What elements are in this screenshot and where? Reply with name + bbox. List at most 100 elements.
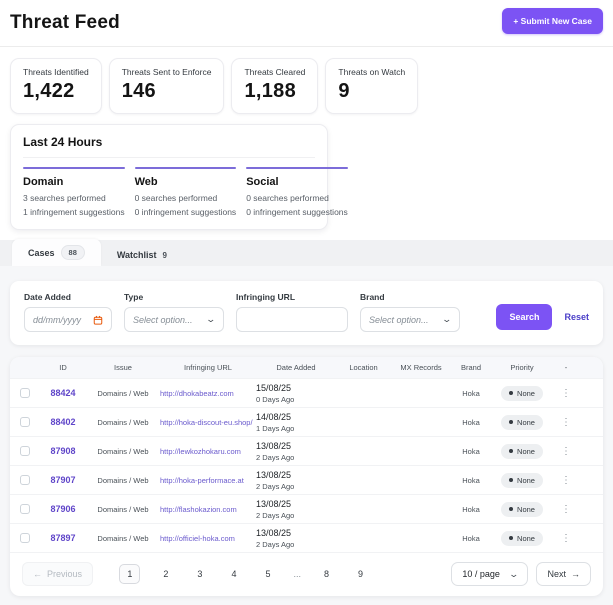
- col-header-menu: -: [564, 363, 568, 372]
- previous-label: Previous: [47, 569, 83, 579]
- row-checkbox[interactable]: [20, 417, 30, 427]
- last24-column-social: Social 0 searches performed 0 infringeme…: [246, 167, 348, 217]
- date-added-label: Date Added: [24, 292, 71, 302]
- case-id-link[interactable]: 87897: [50, 533, 76, 543]
- page-size-value: 10 / page: [462, 569, 500, 579]
- infringing-url-input[interactable]: [245, 314, 339, 325]
- col-header-location: Location: [349, 363, 378, 372]
- tab-cases-count-badge: 88: [60, 245, 85, 260]
- col-header-issue: Issue: [114, 363, 132, 372]
- page-size-select[interactable]: 10 / page ⌄: [451, 562, 529, 586]
- brand-cell: Hoka: [462, 388, 480, 398]
- row-menu-icon[interactable]: ⋮: [561, 503, 571, 515]
- date-value: 13/08/25: [256, 469, 292, 480]
- infringing-url-link[interactable]: http://lewkozhokaru.com: [160, 446, 241, 456]
- tab-strip: Cases 88 Watchlist 9: [0, 239, 613, 266]
- row-checkbox[interactable]: [20, 388, 30, 398]
- stat-label: Threats Sent to Enforce: [121, 67, 212, 77]
- column-accent-bar: [23, 167, 125, 169]
- searches-performed: 0 searches performed: [134, 193, 218, 203]
- case-id-link[interactable]: 87906: [50, 504, 76, 514]
- priority-dot-icon: [509, 536, 514, 540]
- stats-row: Threats Identified 1,422 Threats Sent to…: [0, 47, 613, 118]
- infringement-suggestions: 0 infringement suggestions: [134, 207, 237, 217]
- next-page-button[interactable]: Next →: [536, 562, 591, 586]
- type-field: Type Select option... ⌄: [124, 292, 224, 332]
- last24-column-web: Web 0 searches performed 0 infringement …: [134, 167, 237, 217]
- infringing-url-link[interactable]: http://dhokabeatz.com: [160, 388, 234, 398]
- page-number-4[interactable]: 4: [231, 569, 237, 579]
- infringing-url-link[interactable]: http://flashokazion.com: [160, 504, 237, 514]
- brand-cell: Hoka: [462, 504, 480, 514]
- tab-cases[interactable]: Cases 88: [12, 239, 101, 266]
- date-added-cell: 14/08/25 1 Days Ago: [256, 412, 336, 433]
- table-row: 87906 Domains / Web http://flashokazion.…: [10, 494, 603, 523]
- col-header-mx: MX Records: [400, 363, 442, 372]
- row-menu-icon[interactable]: ⋮: [561, 532, 571, 544]
- row-checkbox[interactable]: [20, 446, 30, 456]
- column-accent-bar: [134, 167, 237, 169]
- type-select[interactable]: Select option... ⌄: [124, 307, 224, 332]
- page-number-9[interactable]: 9: [358, 569, 364, 579]
- row-checkbox[interactable]: [20, 475, 30, 485]
- row-menu-icon[interactable]: ⋮: [561, 474, 571, 486]
- case-id-link[interactable]: 88402: [50, 417, 76, 427]
- date-placeholder: dd/mm/yyyy: [33, 314, 82, 325]
- days-ago: 2 Days Ago: [256, 452, 295, 462]
- page-number-1[interactable]: 1: [119, 564, 141, 584]
- priority-badge: None: [501, 472, 543, 488]
- stat-value: 1,422: [23, 80, 75, 102]
- priority-dot-icon: [509, 478, 514, 482]
- priority-dot-icon: [509, 507, 514, 511]
- search-button[interactable]: Search: [496, 304, 553, 330]
- days-ago: 0 Days Ago: [256, 394, 295, 404]
- tab-label: Cases: [28, 247, 55, 258]
- priority-badge: None: [501, 443, 543, 459]
- brand-field: Brand Select option... ⌄: [360, 292, 460, 332]
- calendar-icon[interactable]: [93, 315, 103, 325]
- type-placeholder: Select option...: [133, 314, 193, 325]
- case-id-link[interactable]: 87907: [50, 475, 76, 485]
- priority-label: None: [517, 504, 535, 514]
- infringing-url-input-box: [236, 307, 348, 332]
- page-header: Threat Feed + Submit New Case: [0, 0, 613, 40]
- page-number-3[interactable]: 3: [197, 569, 203, 579]
- col-header-url: Infringing URL: [184, 363, 232, 372]
- priority-dot-icon: [509, 449, 514, 453]
- days-ago: 2 Days Ago: [256, 510, 295, 520]
- tab-watchlist[interactable]: Watchlist 9: [101, 244, 183, 266]
- row-checkbox[interactable]: [20, 533, 30, 543]
- infringement-suggestions: 0 infringement suggestions: [246, 207, 348, 217]
- row-menu-icon[interactable]: ⋮: [561, 387, 571, 399]
- searches-performed: 3 searches performed: [23, 193, 106, 203]
- date-added-cell: 15/08/25 0 Days Ago: [256, 383, 336, 404]
- priority-label: None: [517, 475, 535, 485]
- row-checkbox[interactable]: [20, 504, 30, 514]
- page-number-2[interactable]: 2: [163, 569, 169, 579]
- priority-dot-icon: [509, 420, 514, 424]
- brand-select[interactable]: Select option... ⌄: [360, 307, 460, 332]
- column-accent-bar: [246, 167, 348, 169]
- infringing-url-link[interactable]: http://hoka-performace.at: [160, 475, 244, 485]
- date-added-input[interactable]: dd/mm/yyyy: [24, 307, 112, 332]
- previous-page-button[interactable]: ← Previous: [22, 562, 94, 586]
- infringing-url-link[interactable]: http://hoka-discout-eu.shop/: [160, 417, 253, 427]
- tab-watchlist-count: 9: [162, 250, 167, 260]
- case-id-link[interactable]: 88424: [50, 388, 76, 398]
- page-number-5[interactable]: 5: [265, 569, 271, 579]
- case-id-link[interactable]: 87908: [50, 446, 76, 456]
- reset-button[interactable]: Reset: [564, 312, 589, 322]
- brand-placeholder: Select option...: [369, 314, 429, 325]
- issue-cell: Domains / Web: [97, 475, 149, 485]
- days-ago: 2 Days Ago: [256, 539, 295, 549]
- infringing-url-link[interactable]: http://officiel-hoka.com: [160, 533, 235, 543]
- submit-new-case-button[interactable]: + Submit New Case: [502, 8, 603, 34]
- chevron-down-icon: ⌄: [508, 568, 519, 579]
- filter-actions: Search Reset: [496, 304, 589, 332]
- issue-cell: Domains / Web: [97, 417, 149, 427]
- priority-dot-icon: [509, 391, 514, 395]
- divider: [23, 157, 315, 158]
- row-menu-icon[interactable]: ⋮: [561, 445, 571, 457]
- page-number-8[interactable]: 8: [323, 569, 329, 579]
- row-menu-icon[interactable]: ⋮: [561, 416, 571, 428]
